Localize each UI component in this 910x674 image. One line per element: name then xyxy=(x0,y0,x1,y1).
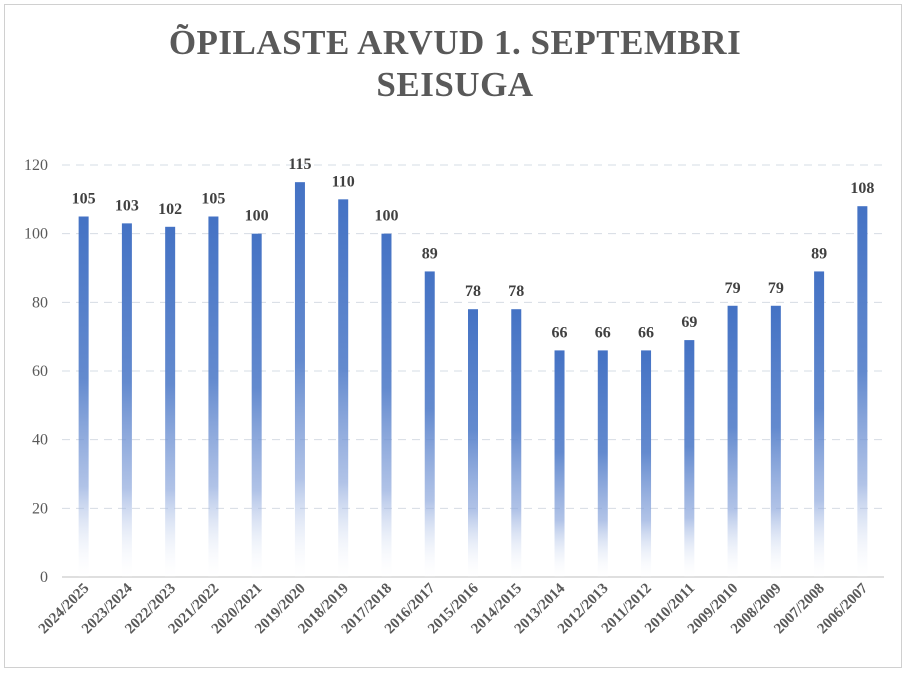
data-label: 66 xyxy=(552,324,568,341)
y-tick-label: 20 xyxy=(32,500,48,517)
data-label: 110 xyxy=(332,173,355,190)
data-label: 69 xyxy=(681,314,697,331)
bar xyxy=(294,182,305,577)
data-label: 66 xyxy=(638,324,654,341)
bar xyxy=(381,233,392,577)
bar xyxy=(338,199,349,578)
y-tick-label: 60 xyxy=(32,363,48,380)
bar xyxy=(121,223,132,577)
bar xyxy=(641,350,652,577)
bar xyxy=(770,305,781,577)
data-label: 78 xyxy=(465,283,481,300)
bar xyxy=(251,233,262,577)
bar xyxy=(727,305,738,577)
data-label: 108 xyxy=(850,180,874,197)
bar xyxy=(857,206,868,577)
chart-title: ÕPILASTE ARVUD 1. SEPTEMBRI SEISUGA xyxy=(0,22,910,106)
data-label: 103 xyxy=(115,197,139,214)
y-tick-label: 120 xyxy=(24,157,48,174)
chart-title-line1: ÕPILASTE ARVUD 1. SEPTEMBRI xyxy=(168,23,742,62)
chart-frame xyxy=(4,4,902,668)
data-label: 66 xyxy=(595,324,611,341)
data-label: 100 xyxy=(245,208,269,225)
bar xyxy=(554,350,565,577)
bar xyxy=(165,226,176,578)
y-tick-label: 100 xyxy=(24,226,48,243)
data-label: 102 xyxy=(158,201,182,218)
bar xyxy=(424,271,435,577)
y-tick-label: 0 xyxy=(40,569,48,586)
bar xyxy=(814,271,825,577)
bar xyxy=(78,216,89,577)
data-label: 89 xyxy=(811,245,827,262)
data-label: 89 xyxy=(422,245,438,262)
data-label: 79 xyxy=(725,280,741,297)
data-label: 79 xyxy=(768,280,784,297)
bar xyxy=(511,309,522,577)
bar xyxy=(684,340,695,577)
bar xyxy=(208,216,219,577)
bar xyxy=(597,350,608,577)
y-tick-label: 80 xyxy=(32,294,48,311)
data-label: 105 xyxy=(201,191,225,208)
data-label: 115 xyxy=(288,156,311,173)
data-label: 100 xyxy=(374,208,398,225)
bar xyxy=(468,309,478,577)
chart-title-line2: SEISUGA xyxy=(376,65,534,104)
data-label: 78 xyxy=(508,283,524,300)
y-tick-label: 40 xyxy=(32,432,48,449)
data-label: 105 xyxy=(72,191,96,208)
